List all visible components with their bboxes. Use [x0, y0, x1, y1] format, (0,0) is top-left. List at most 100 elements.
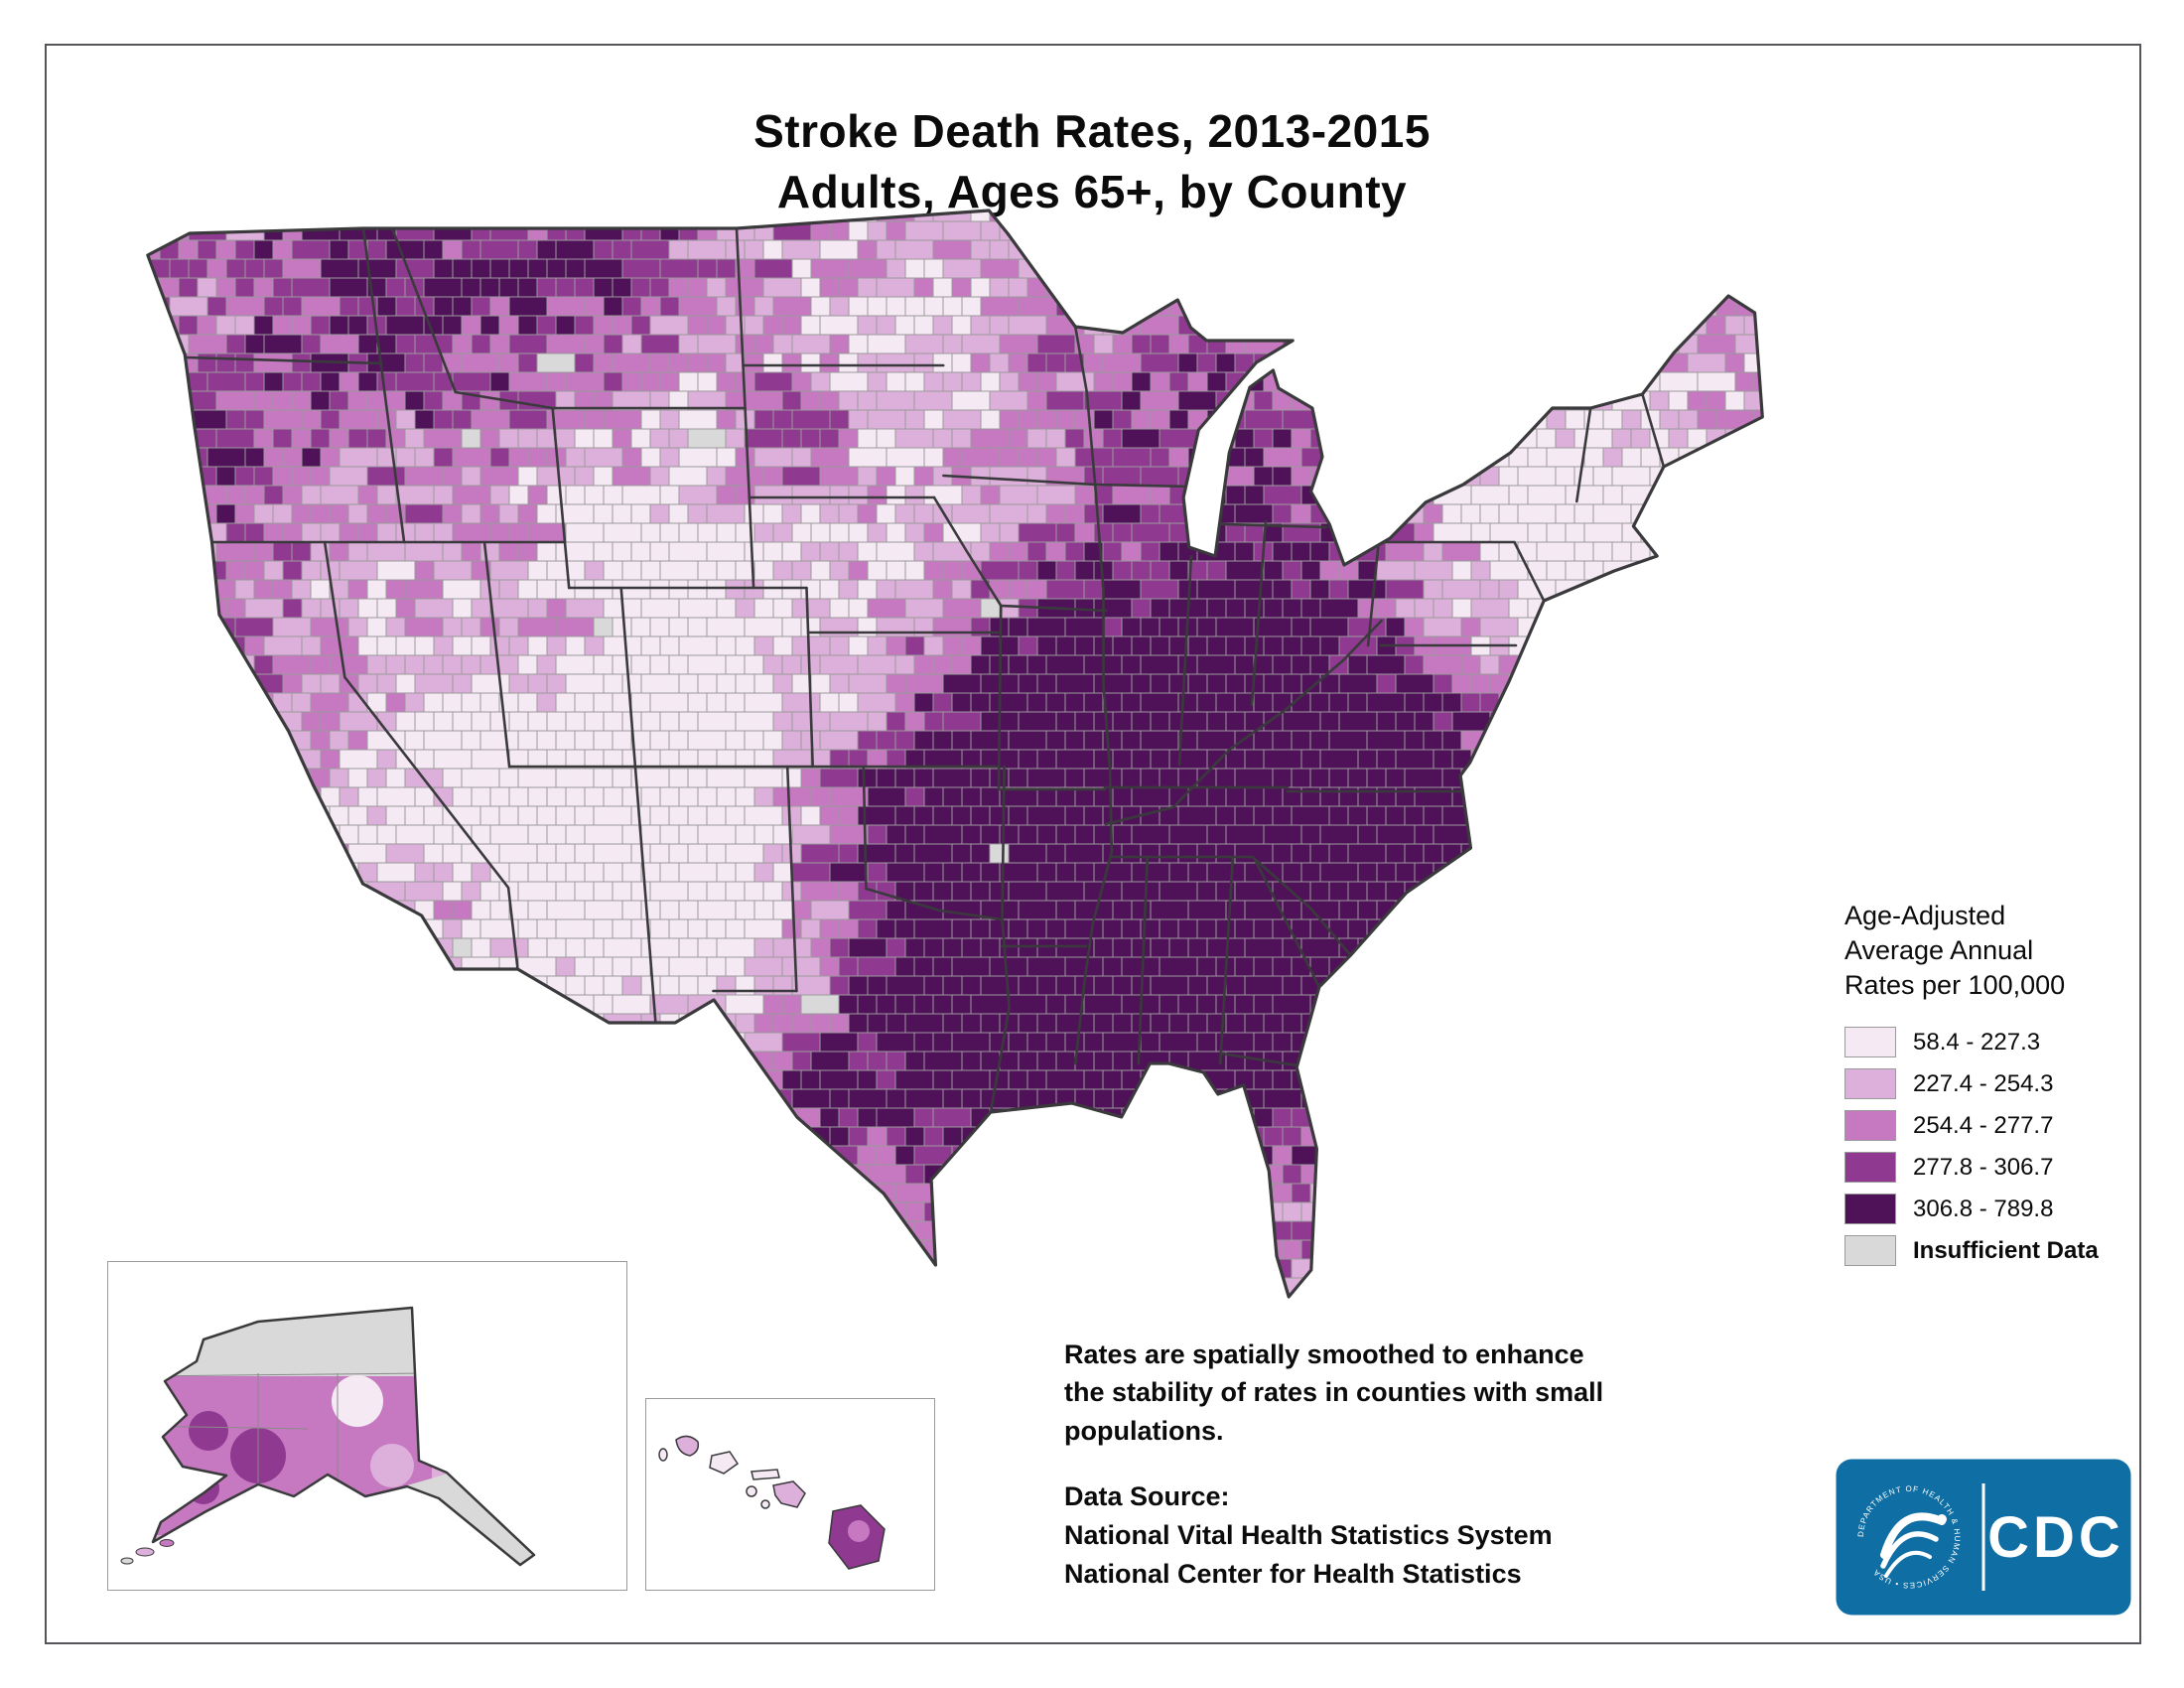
county-cell: [94, 504, 103, 523]
county-cell: [829, 1088, 850, 1109]
county-cell: [800, 881, 840, 902]
county-cell: [169, 296, 208, 317]
county-cell: [517, 428, 538, 449]
county-cell: [772, 900, 793, 920]
county-cell: [678, 937, 699, 958]
county-cell: [630, 277, 651, 298]
county-cell: [206, 1126, 246, 1147]
state-border-line: [997, 604, 1003, 791]
county-cell: [649, 654, 670, 675]
county-cell: [1347, 466, 1387, 487]
county-cell: [1018, 900, 1057, 920]
county-cell: [1404, 1032, 1425, 1053]
county-cell: [1225, 258, 1246, 279]
county-cell: [1328, 1069, 1349, 1090]
county-cell: [320, 937, 341, 958]
county-cell: [1055, 824, 1076, 845]
county-cell: [904, 522, 925, 543]
county-cell: [1121, 730, 1142, 751]
county-cell: [1792, 1240, 1811, 1259]
county-cell: [546, 485, 567, 505]
county-cell: [94, 1240, 113, 1259]
county-cell: [649, 956, 670, 977]
county-cell: [1395, 862, 1416, 883]
county-cell: [282, 1051, 303, 1071]
county-cell: [1592, 881, 1632, 902]
county-cell: [1055, 1126, 1076, 1147]
county-cell: [857, 315, 878, 336]
county-cell: [1839, 1033, 1842, 1052]
county-cell: [678, 1126, 699, 1147]
county-cell: [1225, 1164, 1246, 1185]
county-cell: [924, 194, 943, 203]
county-cell: [1546, 522, 1567, 543]
county-cell: [385, 390, 406, 411]
county-cell: [1573, 881, 1594, 902]
county-cell: [1433, 711, 1453, 732]
county-cell: [867, 296, 887, 317]
county-cell: [687, 352, 708, 373]
county-cell: [1611, 654, 1632, 675]
county-cell: [886, 673, 906, 694]
county-cell: [886, 1088, 906, 1109]
county-cell: [894, 1069, 934, 1090]
county-cell: [1395, 673, 1434, 694]
county-cell: [197, 1220, 217, 1241]
county-cell: [791, 1051, 812, 1071]
county-cell: [329, 654, 368, 675]
county-cell: [385, 805, 406, 826]
county-cell: [942, 1088, 963, 1109]
county-cell: [716, 635, 737, 656]
county-cell: [1045, 428, 1066, 449]
county-cell: [329, 466, 368, 487]
county-cell: [1592, 654, 1613, 675]
county-cell: [678, 1277, 699, 1297]
county-cell: [395, 371, 435, 392]
county-cell: [244, 485, 265, 505]
county-cell: [442, 994, 463, 1015]
county-cell: [725, 692, 746, 713]
county-cell: [791, 824, 831, 845]
county-cell: [1045, 277, 1066, 298]
county-cell: [264, 194, 283, 203]
county-cell: [792, 194, 830, 203]
county-cell: [1376, 749, 1397, 770]
county-cell: [612, 768, 632, 788]
county-cell: [1763, 844, 1801, 863]
county-cell: [980, 1164, 1001, 1185]
county-cell: [253, 956, 293, 977]
county-cell: [94, 410, 132, 429]
title-line-2: Adults, Ages 65+, by County: [776, 165, 1408, 217]
county-cell: [1112, 749, 1133, 770]
legend-row: 254.4 - 277.7: [1844, 1110, 2172, 1142]
county-cell: [433, 900, 454, 920]
county-cell: [423, 1183, 444, 1203]
county-cell: [1470, 1277, 1491, 1297]
county-cell: [706, 881, 727, 902]
county-cell: [1234, 956, 1255, 977]
county-cell: [1782, 1259, 1801, 1278]
county-cell: [423, 994, 444, 1015]
county-cell: [725, 956, 746, 977]
county-cell: [244, 1239, 265, 1260]
county-cell: [781, 617, 802, 637]
county-cell: [1064, 1145, 1085, 1166]
county-cell: [1358, 1316, 1377, 1335]
county-cell: [1527, 334, 1567, 354]
county-cell: [385, 1145, 425, 1166]
county-cell: [1687, 1296, 1707, 1297]
county-cell: [555, 579, 576, 600]
county-cell: [876, 352, 915, 373]
county-cell: [1773, 523, 1792, 542]
county-cell: [1555, 1183, 1575, 1203]
county-cell: [122, 504, 141, 523]
county-cell: [461, 692, 481, 713]
county-cell: [687, 503, 708, 524]
county-cell: [1734, 334, 1763, 354]
county-cell: [913, 211, 934, 222]
county-cell: [147, 786, 152, 807]
county-cell: [781, 239, 821, 260]
county-cell: [1187, 371, 1208, 392]
county-cell: [1121, 390, 1142, 411]
county-cell: [1328, 579, 1349, 600]
